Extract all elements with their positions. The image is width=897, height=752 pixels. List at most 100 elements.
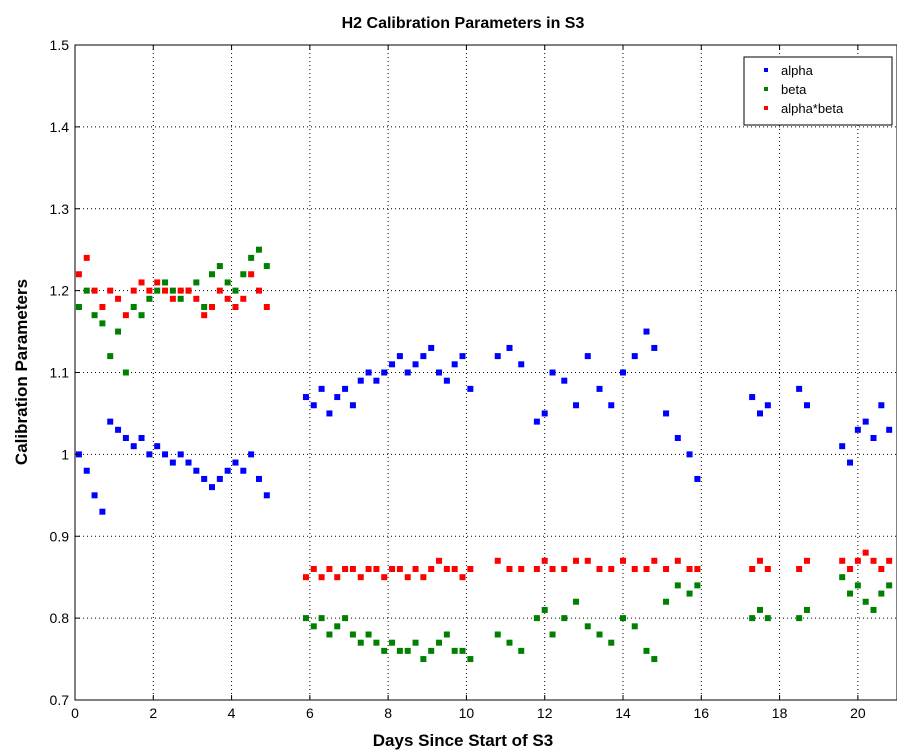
data-point <box>854 582 861 589</box>
data-point <box>839 574 846 581</box>
data-point <box>631 566 638 572</box>
data-point <box>248 451 255 458</box>
data-point <box>847 566 854 572</box>
data-point <box>389 361 396 368</box>
data-point <box>255 475 262 482</box>
data-point <box>518 647 525 654</box>
data-point <box>561 566 568 572</box>
data-point <box>349 402 356 409</box>
series-beta <box>75 246 893 663</box>
data-point <box>663 566 670 572</box>
data-point <box>357 639 364 646</box>
data-point <box>193 467 200 474</box>
data-point <box>561 377 568 384</box>
data-point <box>193 295 200 302</box>
data-point <box>396 566 403 572</box>
data-point <box>365 566 372 572</box>
data-point <box>436 369 443 376</box>
data-point <box>436 639 443 646</box>
data-point <box>138 435 145 441</box>
x-tick-label: 14 <box>615 705 631 721</box>
data-point <box>467 566 474 572</box>
data-point <box>318 615 325 622</box>
data-point <box>255 287 262 294</box>
data-point <box>91 492 98 499</box>
data-point <box>506 566 513 572</box>
data-point <box>870 435 877 441</box>
x-tick-label: 8 <box>384 705 392 721</box>
data-point <box>757 410 763 417</box>
data-point <box>162 287 169 294</box>
data-point <box>608 639 615 646</box>
data-point <box>201 304 208 310</box>
data-point <box>420 353 427 360</box>
data-point <box>318 574 325 581</box>
data-point <box>757 557 763 564</box>
data-point <box>404 574 411 581</box>
data-point <box>494 353 501 360</box>
data-point <box>803 557 810 564</box>
data-point <box>584 557 591 564</box>
data-point <box>201 475 208 482</box>
data-point <box>177 295 184 302</box>
data-point <box>862 418 869 425</box>
y-tick-label: 0.9 <box>50 528 70 544</box>
legend-box <box>743 56 893 126</box>
data-point <box>651 557 658 564</box>
data-point <box>122 369 129 376</box>
data-point <box>878 566 885 572</box>
x-tick-label: 16 <box>693 705 709 721</box>
data-point <box>796 615 803 622</box>
data-point <box>757 606 763 613</box>
data-point <box>854 426 861 433</box>
x-tick-label: 2 <box>149 705 157 721</box>
data-point <box>224 295 231 302</box>
data-point <box>91 287 98 294</box>
data-point <box>326 566 333 572</box>
x-tick-label: 6 <box>306 705 314 721</box>
data-point <box>443 377 450 384</box>
data-point <box>83 467 90 474</box>
data-point <box>381 647 388 654</box>
data-point <box>389 566 396 572</box>
data-point <box>83 287 90 294</box>
data-point <box>357 574 364 581</box>
data-point <box>549 631 556 638</box>
y-tick-label: 1.1 <box>50 365 70 381</box>
data-point <box>467 656 474 663</box>
data-point <box>596 631 603 638</box>
data-point <box>396 647 403 654</box>
data-point <box>631 353 638 360</box>
data-point <box>302 615 309 622</box>
data-point <box>494 631 501 638</box>
data-point <box>310 566 317 572</box>
x-axis-label: Days Since Start of S3 <box>373 731 553 750</box>
data-point <box>862 549 869 556</box>
data-point <box>764 615 771 622</box>
data-point <box>169 295 176 302</box>
data-point <box>240 295 247 302</box>
data-point <box>357 377 364 384</box>
data-point <box>608 566 615 572</box>
data-point <box>365 631 372 638</box>
data-point <box>154 443 161 450</box>
data-point <box>412 361 419 368</box>
data-point <box>573 557 580 564</box>
data-point <box>107 353 114 360</box>
data-point <box>412 639 419 646</box>
data-point <box>803 606 810 613</box>
data-point <box>404 647 411 654</box>
data-point <box>349 566 356 572</box>
data-point <box>389 639 396 646</box>
y-tick-label: 1.5 <box>50 37 70 53</box>
data-point <box>686 566 693 572</box>
data-point <box>764 566 771 572</box>
data-point <box>209 271 215 278</box>
data-point <box>177 287 184 294</box>
data-point <box>185 459 192 466</box>
data-point <box>459 574 466 581</box>
data-point <box>620 369 626 376</box>
data-point <box>436 557 443 564</box>
data-point <box>334 394 341 401</box>
data-point <box>130 304 137 310</box>
